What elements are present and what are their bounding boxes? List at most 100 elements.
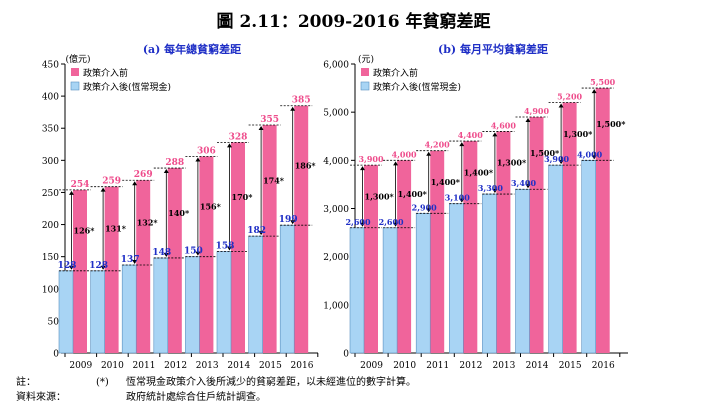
value-label-before: 5,500 (590, 77, 615, 87)
value-label-after: 4,000 (577, 149, 602, 159)
bar-after-policy (349, 227, 365, 354)
gap-arrow-head (393, 161, 399, 166)
x-tick-label: 2014 (526, 361, 549, 371)
y-tick-label: 450 (42, 61, 59, 71)
y-tick-label: 100 (42, 285, 59, 295)
gap-arrow-head (459, 198, 465, 203)
gap-arrow-head (360, 166, 365, 171)
footnote: 註： (*) 恆常現金政策介入後所減少的貧窮差距，以未經進位的數字計算。 (16, 373, 416, 388)
gap-arrow-head (558, 160, 564, 165)
gap-arrow-head (195, 157, 201, 162)
bar-before-policy (364, 165, 378, 353)
bar-after-policy (121, 264, 137, 354)
footnote-label: 註： (16, 377, 36, 388)
value-label-before: 385 (292, 96, 311, 106)
y-tick-label: 200 (42, 221, 59, 231)
value-label-before: 254 (71, 180, 90, 190)
value-label-before: 259 (102, 177, 121, 187)
gap-label: 170* (232, 192, 254, 202)
footnote-text: 恆常現金政策介入後所減少的貧窮差距，以未經進位的數字計算。 (126, 377, 416, 388)
gap-arrow-head (100, 187, 106, 192)
panel-title: (a) 每年總貧窮差距 (143, 42, 241, 56)
bar-after-policy (415, 213, 431, 354)
gap-label: 132* (137, 218, 159, 228)
bar-before-policy (430, 150, 445, 353)
gap-label: 1,300* (365, 191, 395, 201)
x-tick-label: 2012 (164, 361, 187, 371)
value-label-after: 3,300 (478, 183, 503, 193)
value-label-before: 4,400 (458, 130, 483, 140)
value-label-after: 137 (121, 255, 140, 265)
value-label-before: 269 (134, 170, 153, 180)
gap-arrow-head (163, 252, 169, 257)
gap-arrow-head (132, 181, 138, 186)
gap-arrow-head (393, 222, 399, 227)
bar-before-policy (136, 180, 151, 353)
gap-arrow-head (100, 265, 106, 270)
value-label-before: 328 (229, 132, 248, 142)
x-tick-label: 2016 (592, 361, 615, 371)
value-label-before: 4,200 (425, 140, 450, 150)
y-tick-label: 2,000 (323, 253, 349, 263)
bar-before-policy (73, 189, 87, 353)
y-tick-label: 350 (42, 125, 59, 135)
gap-label: 186* (295, 160, 317, 170)
gap-label: 1,400* (464, 167, 494, 177)
gap-arrow-head (525, 117, 531, 122)
value-label-after: 2,600 (379, 217, 404, 227)
gap-label: 1,400* (398, 189, 428, 199)
bar-after-policy (58, 270, 74, 354)
value-label-after: 158 (216, 242, 235, 252)
y-tick-label: 250 (42, 189, 59, 199)
value-label-before: 5,200 (557, 92, 582, 102)
y-axis-label: (億元) (65, 53, 90, 65)
x-tick-label: 2013 (196, 361, 219, 371)
y-tick-label: 6,000 (323, 61, 349, 71)
value-label-after: 2,900 (412, 202, 437, 212)
x-tick-label: 2009 (360, 361, 383, 371)
bar-after-policy (548, 164, 563, 354)
bar-after-policy (581, 160, 597, 354)
bar-after-policy (248, 235, 263, 354)
source-note: 資料來源： 政府統計處綜合住戶統計調查。 (16, 388, 266, 403)
bar-before-policy (231, 142, 245, 353)
gap-arrow-head (525, 184, 531, 189)
gap-arrow-head (459, 142, 465, 147)
y-tick-label: 150 (42, 253, 59, 263)
bar-before-policy (294, 105, 309, 353)
bar-before-policy (496, 131, 511, 353)
value-label-after: 3,100 (445, 193, 470, 203)
value-label-after: 3,400 (511, 178, 536, 188)
bar-before-policy (595, 88, 610, 353)
value-label-after: 128 (89, 261, 108, 271)
gap-label: 131* (105, 224, 127, 234)
y-tick-label: 5,000 (323, 109, 349, 119)
legend-swatch-before (361, 68, 369, 76)
x-tick-label: 2011 (133, 361, 156, 371)
value-label-after: 150 (184, 247, 203, 257)
x-tick-label: 2010 (393, 361, 416, 371)
bar-before-policy (104, 186, 119, 353)
gap-arrow-head (591, 89, 597, 94)
gap-arrow-head (426, 208, 432, 213)
gap-label: 174* (263, 176, 285, 186)
value-label-after: 128 (58, 261, 77, 271)
gap-arrow-head (195, 251, 201, 256)
gap-label: 1,400* (431, 177, 461, 187)
bar-after-policy (153, 257, 169, 354)
x-tick-label: 2009 (69, 361, 92, 371)
gap-arrow-head (558, 103, 564, 108)
y-tick-label: 0 (53, 350, 59, 360)
gap-arrow-head (591, 155, 597, 160)
gap-arrow-head (132, 260, 138, 265)
y-tick-label: 0 (343, 350, 349, 360)
bar-after-policy (90, 270, 105, 354)
x-tick-label: 2013 (492, 361, 515, 371)
bar-before-policy (167, 168, 182, 353)
gap-label: 126* (74, 225, 96, 235)
gap-arrow-head (69, 190, 74, 195)
legend-swatch-after (70, 81, 80, 91)
bar-after-policy (515, 188, 530, 354)
value-label-before: 306 (197, 146, 216, 156)
y-tick-label: 4,000 (323, 157, 349, 167)
